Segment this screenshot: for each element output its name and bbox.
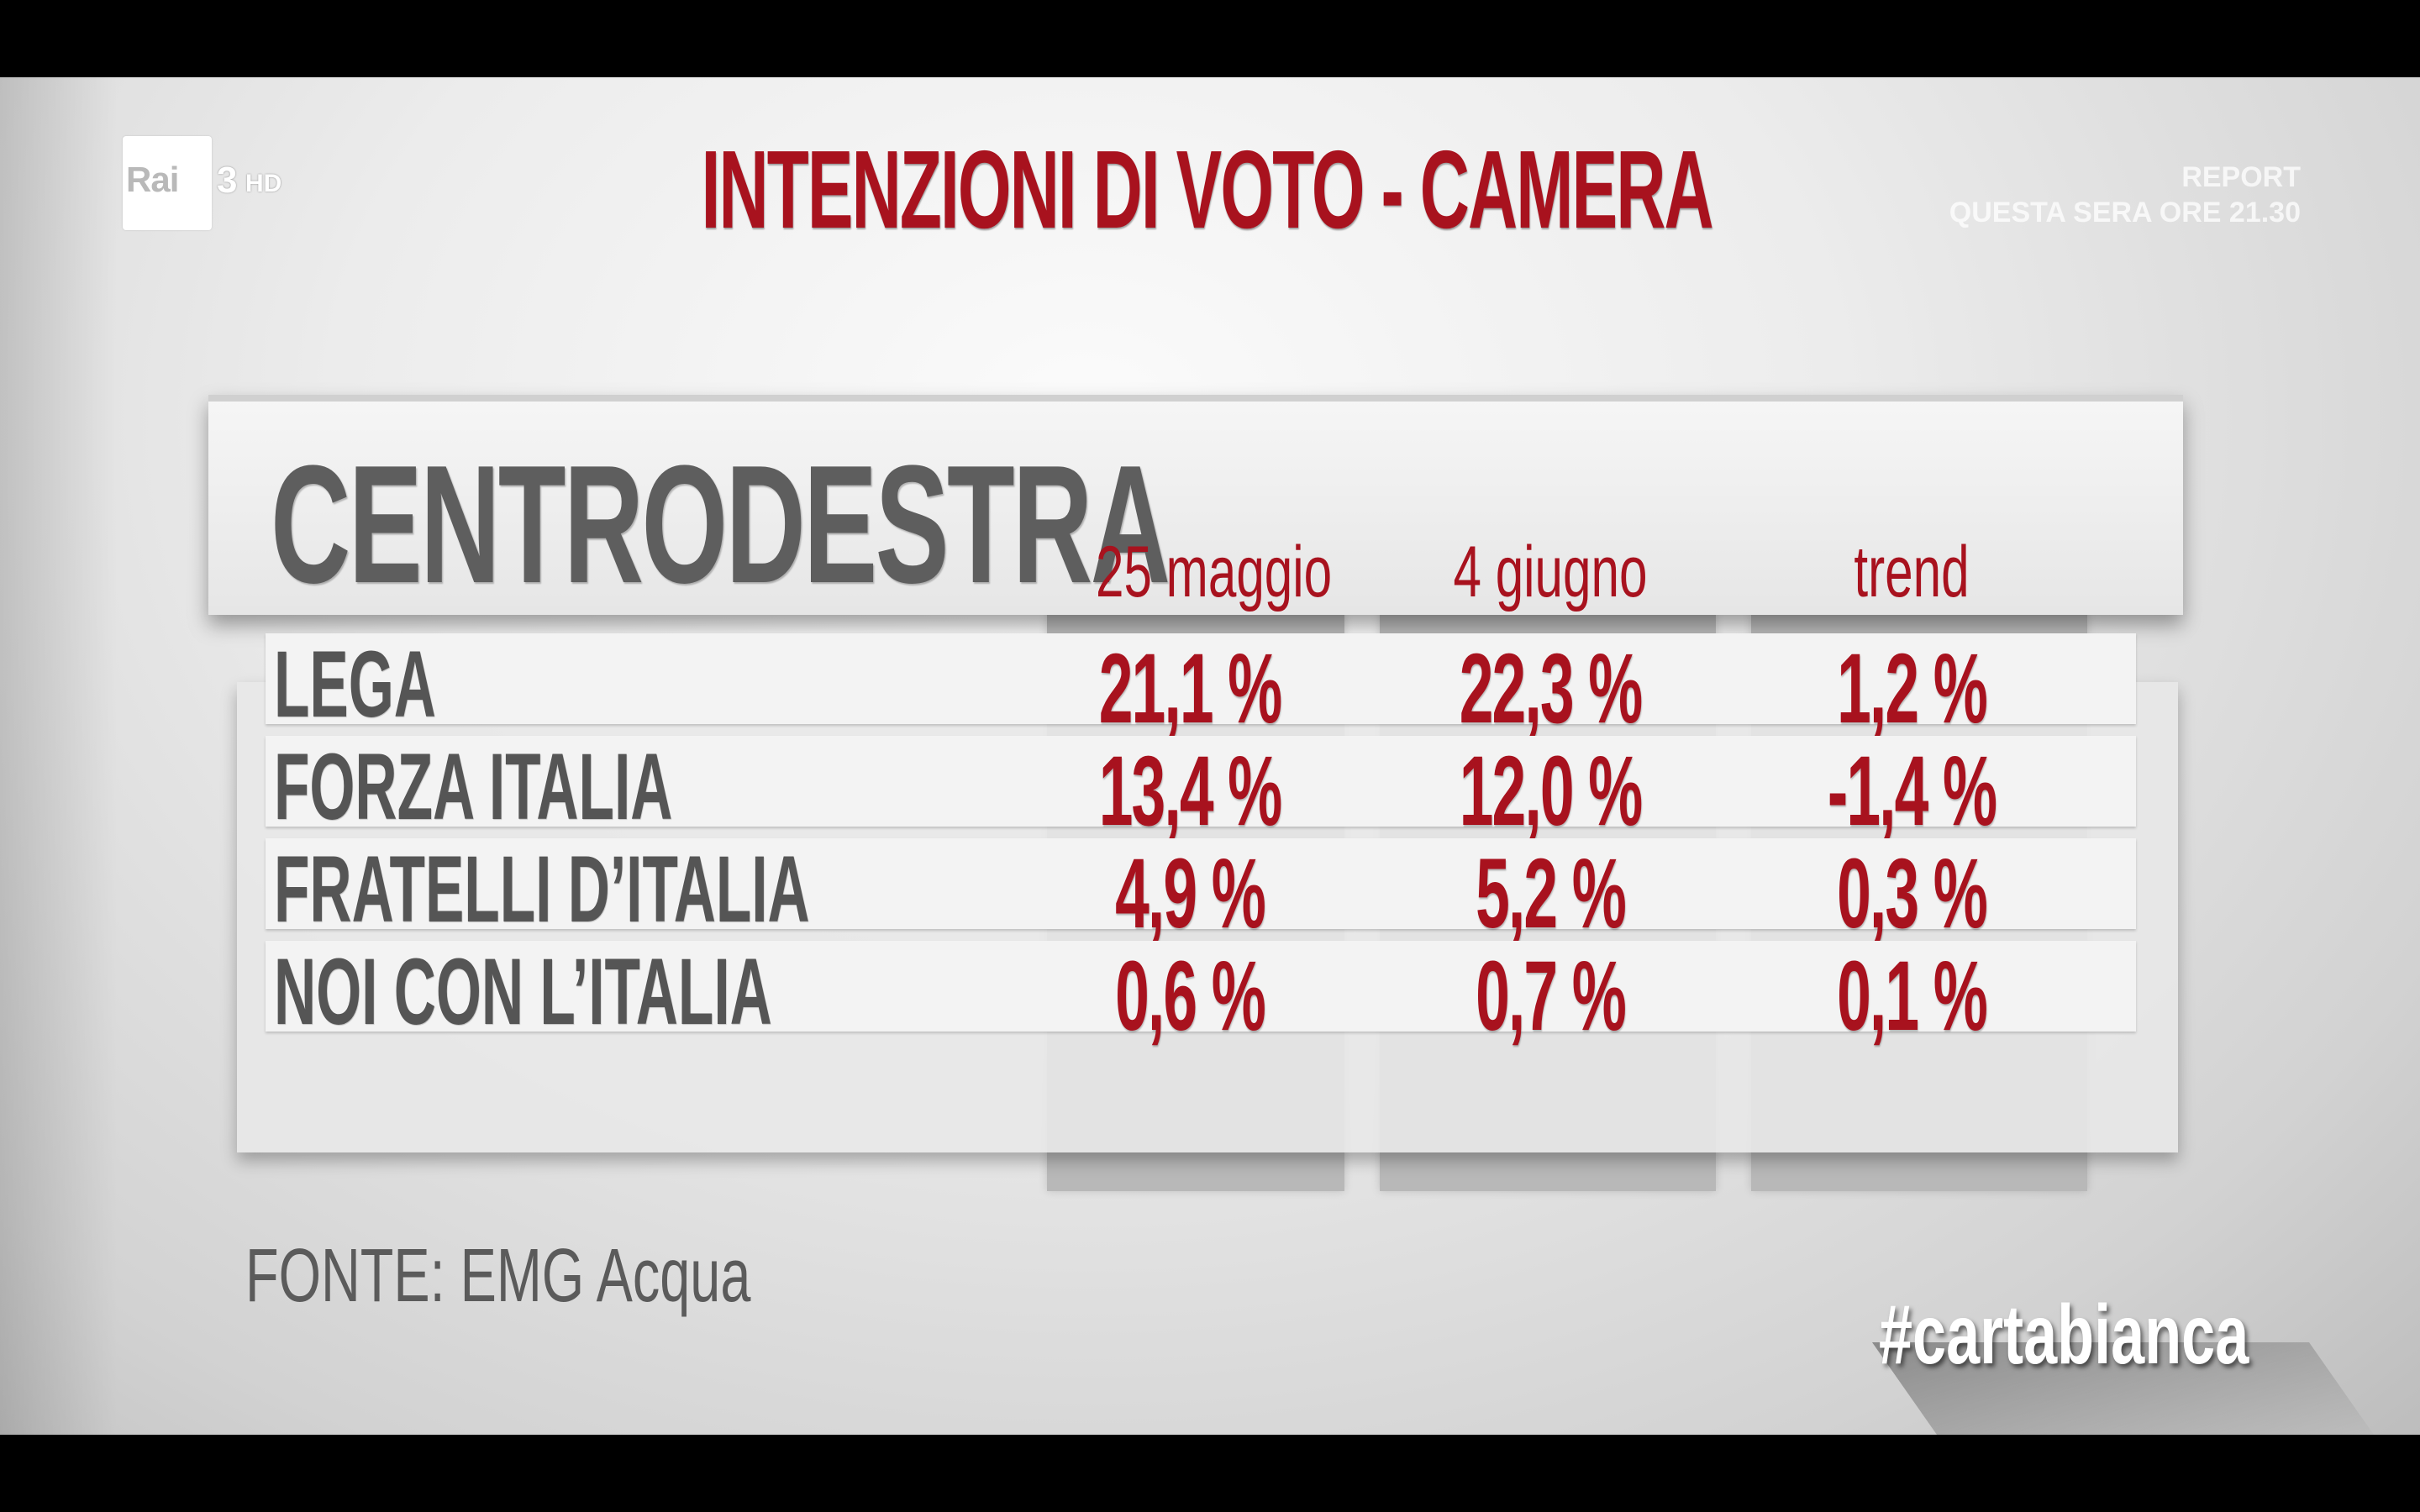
vignette — [0, 77, 118, 1435]
channel-logo-text: Rai — [126, 160, 179, 199]
value-may: 0,6 % — [1115, 941, 1266, 1052]
channel-logo-hd: HD — [245, 170, 282, 197]
channel-logo-number: 3 — [217, 160, 238, 201]
value-june: 22,3 % — [1459, 633, 1643, 744]
value-june: 0,7 % — [1476, 941, 1627, 1052]
value-may: 4,9 % — [1115, 838, 1266, 949]
column-header-trend: trend — [1854, 532, 1970, 612]
header-top-line — [208, 395, 2183, 402]
value-trend: 1,2 % — [1837, 633, 1988, 744]
source-credit: FONTE: EMG Acqua — [245, 1234, 751, 1318]
column-header-may: 25 maggio — [1096, 532, 1333, 612]
channel-logo-badge — [123, 136, 212, 230]
value-june: 12,0 % — [1459, 736, 1643, 847]
promo-line-2: QUESTA SERA ORE 21.30 — [1949, 197, 2301, 228]
table-row — [266, 736, 2136, 827]
table-row — [266, 941, 2136, 1032]
column-header-june: 4 giugno — [1453, 532, 1648, 612]
promo-line-1: REPORT — [2181, 161, 2301, 193]
party-label: FORZA ITALIA — [274, 734, 673, 839]
page-title: INTENZIONI DI VOTO - CAMERA — [701, 128, 1714, 251]
table-header-bar — [208, 395, 2183, 615]
coalition-title: CENTRODESTRA — [271, 431, 1171, 618]
party-label: NOI CON L’ITALIA — [274, 939, 772, 1044]
party-label: LEGA — [274, 632, 436, 737]
value-trend: 0,3 % — [1837, 838, 1988, 949]
value-trend: -1,4 % — [1827, 736, 1997, 847]
value-may: 13,4 % — [1098, 736, 1282, 847]
value-may: 21,1 % — [1098, 633, 1282, 744]
table-row — [266, 633, 2136, 724]
party-label: FRATELLI D’ITALIA — [274, 837, 810, 942]
value-june: 5,2 % — [1476, 838, 1627, 949]
promo-overlay: REPORT QUESTA SERA ORE 21.30 — [1949, 160, 2301, 230]
broadcast-screen: Rai 3 HD REPORT QUESTA SERA ORE 21.30 IN… — [0, 77, 2420, 1435]
value-trend: 0,1 % — [1837, 941, 1988, 1052]
table-row — [266, 838, 2136, 929]
show-hashtag: #cartabianca — [1879, 1288, 2249, 1382]
